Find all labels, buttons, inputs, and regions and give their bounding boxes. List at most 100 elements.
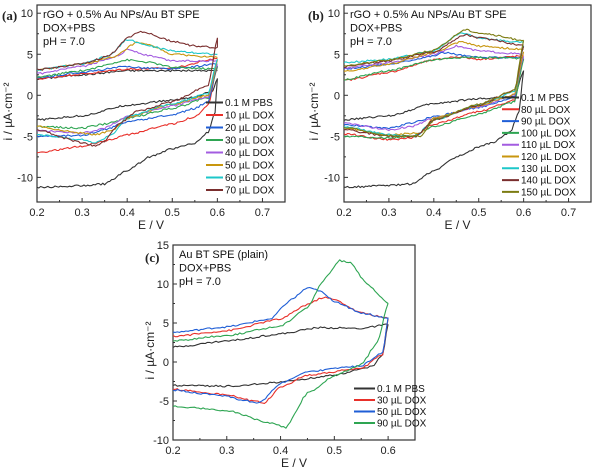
y-tick-label: 5 <box>334 49 340 61</box>
chart-panel-a: 0.2 0.3 0.4 0.5 0.6 0.7 -10 -5 0 5 10 E / V i / µA·c… <box>1 4 286 232</box>
annotation-text: Au BT SPE (plain) <box>179 249 268 261</box>
panel-label: (b) <box>308 8 324 23</box>
annotation-text: DOX+PBS <box>43 23 95 35</box>
x-tick-label: 0.5 <box>165 207 180 219</box>
x-tick-label: 0.3 <box>381 207 396 219</box>
x-tick-label: 0.5 <box>327 445 342 457</box>
series-line-80-l-dox <box>344 58 525 141</box>
annotation-text: rGO + 0.5% Au NPs/Au BT SPE <box>350 9 507 21</box>
x-tick-label: 0.5 <box>471 207 486 219</box>
series-line-140-l-dox <box>344 46 525 138</box>
y-tick-label: 0 <box>334 90 340 102</box>
y-tick-label: -5 <box>330 131 340 143</box>
x-tick-label: 0.6 <box>210 207 225 219</box>
legend-label: 120 µL DOX <box>521 152 576 163</box>
legend-label: 30 µL DOX <box>377 396 427 407</box>
x-tick-label: 0.3 <box>74 207 89 219</box>
x-axis-label: E / V <box>444 218 470 232</box>
annotation-text: pH = 7.0 <box>43 36 85 48</box>
plot-frame <box>343 4 592 203</box>
series-line-0-1-m-pbs <box>173 324 389 388</box>
legend-label: 0.1 M PBS <box>225 98 273 109</box>
panel-label: (c) <box>145 250 159 265</box>
annotation-text: pH = 7.0 <box>179 276 221 288</box>
legend-label: 20 µL DOX <box>225 123 275 134</box>
legend-label: 110 µL DOX <box>521 140 575 151</box>
series-line-110-l-dox <box>344 44 524 69</box>
series-line-30-l-dox <box>173 318 389 404</box>
x-tick-label: 0.7 <box>561 207 576 219</box>
x-tick-label: 0.7 <box>255 207 270 219</box>
series-line-50-l-dox <box>173 317 389 404</box>
series-line-150-l-dox <box>344 40 525 138</box>
y-tick-label: -10 <box>153 435 169 447</box>
legend-label: 10 µL DOX <box>225 111 275 122</box>
annotation-text: rGO + 0.5% Au NPs/Au BT SPE <box>43 9 200 21</box>
y-tick-label: 10 <box>157 279 169 291</box>
x-tick-label: 0.2 <box>29 207 44 219</box>
chart-panel-b: 0.2 0.3 0.4 0.5 0.6 0.7 -10 -5 0 5 10 E / V i / µA·c… <box>307 4 592 232</box>
series-line-100-l-dox <box>344 58 525 140</box>
x-tick-label: 0.4 <box>273 445 288 457</box>
series-line-0-1-m-pbs <box>344 70 525 189</box>
series-line-50-l-dox <box>173 286 389 333</box>
chart-panel-c: 0.2 0.3 0.4 0.5 0.6 -10 -5 0 5 10 15 E / V i / µA·cm… <box>143 240 427 470</box>
legend-label: 60 µL DOX <box>225 173 275 184</box>
x-tick-label: 0.2 <box>165 445 180 457</box>
x-tick-label: 0.6 <box>380 445 395 457</box>
series-line-40-l-dox <box>37 64 218 135</box>
legend-label: 30 µL DOX <box>225 136 275 147</box>
series-group <box>37 30 218 189</box>
legend-label: 0.1 M PBS <box>377 384 425 395</box>
series-line-100-l-dox <box>344 56 524 81</box>
annotation-text: DOX+PBS <box>179 263 231 275</box>
legend-label: 50 µL DOX <box>377 407 427 418</box>
legend-label: 100 µL DOX <box>521 128 576 139</box>
x-tick-label: 0.3 <box>219 445 234 457</box>
x-tick-label: 0.4 <box>120 207 135 219</box>
legend-label: 90 µL DOX <box>377 419 427 430</box>
series-line-70-l-dox <box>37 30 218 71</box>
annotation-text: DOX+PBS <box>350 23 402 35</box>
y-tick-label: -10 <box>324 172 340 184</box>
series-line-30-l-dox <box>173 296 389 338</box>
series-line-20-l-dox <box>37 65 218 138</box>
y-tick-label: -5 <box>159 396 169 408</box>
x-axis-label: E / V <box>281 456 307 470</box>
series-line-30-l-dox <box>37 58 218 79</box>
plot-frame <box>36 4 286 203</box>
series-line-30-l-dox <box>37 66 218 130</box>
y-tick-label: -10 <box>17 172 33 184</box>
series-line-80-l-dox <box>344 54 524 81</box>
y-tick-label: -5 <box>23 131 33 143</box>
series-line-0-1-m-pbs <box>37 78 218 189</box>
legend-label: 90 µL DOX <box>521 117 571 128</box>
series-group <box>344 28 525 189</box>
series-line-0-1-m-pbs <box>344 70 525 121</box>
y-tick-label: 5 <box>27 49 33 61</box>
series-line-90-l-dox <box>173 303 389 429</box>
series-line-140-l-dox <box>344 33 524 68</box>
x-tick-label: 0.4 <box>426 207 441 219</box>
panel-label: (a) <box>2 8 17 23</box>
y-tick-label: 5 <box>163 318 169 330</box>
y-axis-label: i / µA·cm⁻² <box>307 83 321 141</box>
annotation-text: pH = 7.0 <box>350 36 392 48</box>
y-tick-label: 10 <box>21 8 33 20</box>
y-tick-label: 10 <box>328 8 340 20</box>
series-line-70-l-dox <box>37 38 218 147</box>
legend-label: 140 µL DOX <box>521 176 576 187</box>
y-axis-label: i / µA·cm⁻² <box>1 83 15 141</box>
legend-label: 50 µL DOX <box>225 161 275 172</box>
y-axis-label: i / µA·cm⁻² <box>143 322 157 380</box>
series-line-10-l-dox <box>37 57 218 80</box>
x-tick-label: 0.2 <box>336 207 351 219</box>
series-line-10-l-dox <box>37 66 218 154</box>
legend-label: 130 µL DOX <box>521 164 576 175</box>
legend-label: 70 µL DOX <box>225 186 275 197</box>
series-line-0-1-m-pbs <box>173 323 389 348</box>
